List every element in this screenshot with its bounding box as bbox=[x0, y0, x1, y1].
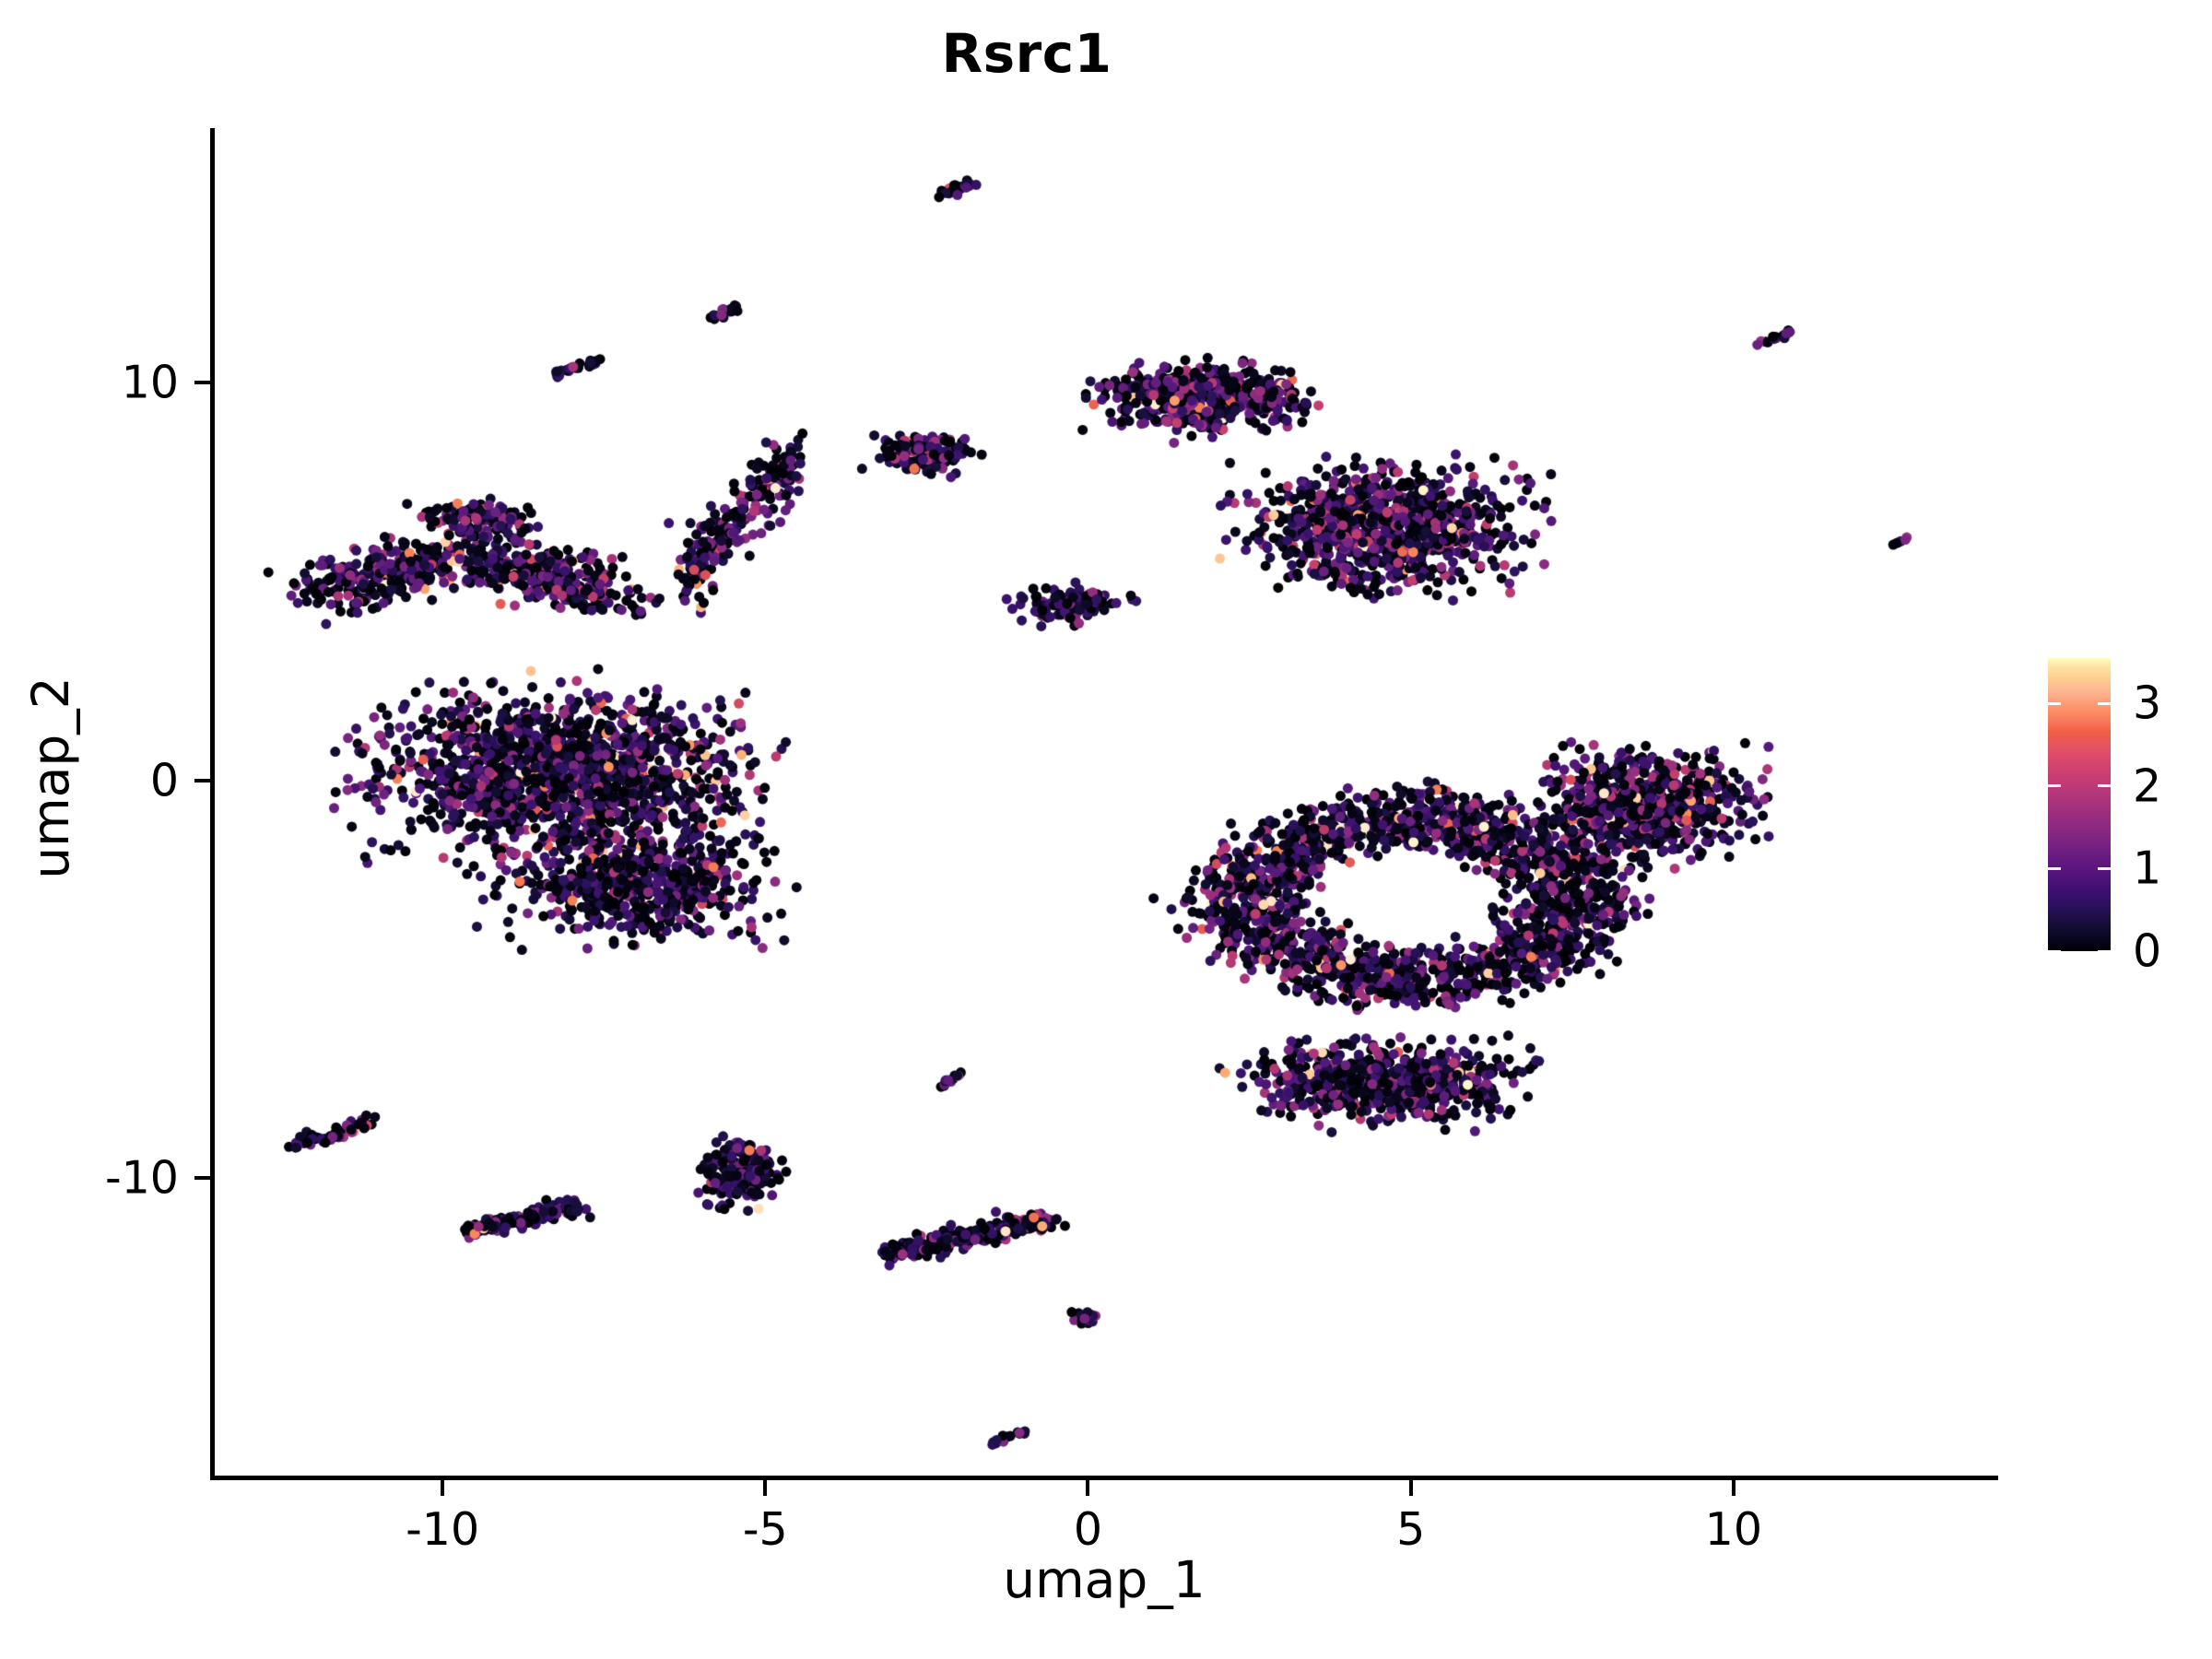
colorbar-tick-mark bbox=[2048, 866, 2061, 870]
colorbar-gradient bbox=[2048, 658, 2111, 951]
y-tick-label: 0 bbox=[149, 754, 179, 807]
scatter-plot-canvas bbox=[210, 128, 1998, 1480]
x-tick-label: -5 bbox=[742, 1503, 788, 1556]
colorbar-tick-mark bbox=[2048, 784, 2061, 788]
x-tick-mark bbox=[1408, 1480, 1413, 1496]
y-tick-label: -10 bbox=[104, 1151, 179, 1205]
y-tick-mark bbox=[194, 1176, 210, 1181]
x-tick-label: -10 bbox=[406, 1503, 480, 1556]
x-tick-label: 0 bbox=[1073, 1503, 1103, 1556]
colorbar bbox=[2048, 658, 2111, 953]
x-tick-label: 10 bbox=[1704, 1503, 1763, 1556]
page-title: Rsrc1 bbox=[941, 22, 1112, 85]
colorbar-tick-mark bbox=[2098, 784, 2111, 788]
x-tick-label: 5 bbox=[1396, 1503, 1426, 1556]
colorbar-tick-label: 1 bbox=[2133, 841, 2162, 895]
x-axis-spine bbox=[210, 1476, 1998, 1480]
x-tick-mark bbox=[1731, 1480, 1735, 1496]
y-axis-spine bbox=[210, 128, 215, 1480]
colorbar-tick-label: 2 bbox=[2133, 759, 2162, 813]
colorbar-tick-mark bbox=[2048, 701, 2061, 705]
colorbar-tick-mark bbox=[2048, 949, 2061, 953]
colorbar-tick-mark bbox=[2098, 701, 2111, 705]
y-tick-label: 10 bbox=[121, 356, 179, 409]
y-tick-mark bbox=[194, 778, 210, 782]
y-tick-mark bbox=[194, 381, 210, 385]
colorbar-tick-label: 0 bbox=[2133, 924, 2162, 978]
plot-axes-area: -10 -5 0 5 10 10 0 -10 bbox=[105, 128, 1998, 1556]
x-tick-mark bbox=[763, 1480, 768, 1496]
colorbar-tick-mark bbox=[2098, 866, 2111, 870]
colorbar-tick-label: 3 bbox=[2133, 677, 2162, 730]
x-tick-mark bbox=[1086, 1480, 1090, 1496]
colorbar-tick-mark bbox=[2098, 949, 2111, 953]
y-axis-label: umap_2 bbox=[21, 677, 80, 879]
x-axis-label: umap_1 bbox=[1003, 1550, 1206, 1609]
x-tick-mark bbox=[441, 1480, 445, 1496]
